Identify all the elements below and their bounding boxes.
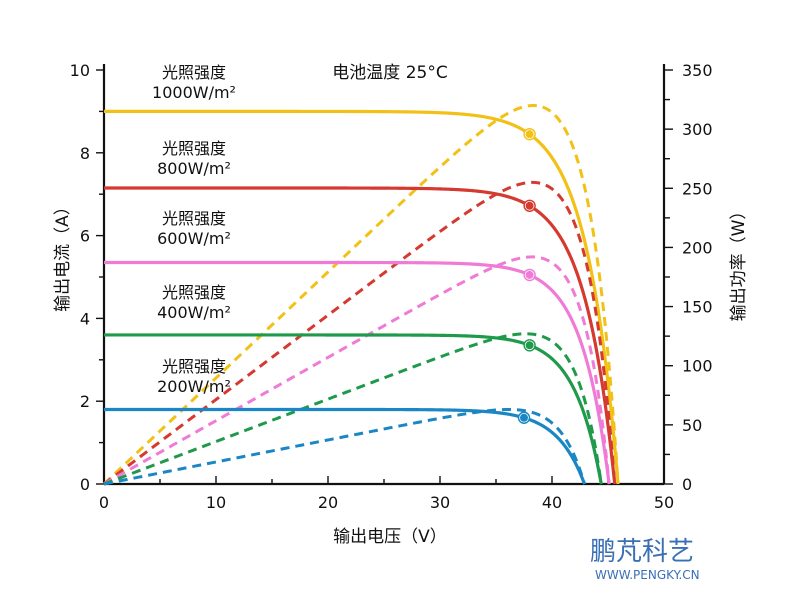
- x-tick-label: 30: [430, 493, 450, 512]
- y-left-tick-label: 6: [80, 227, 90, 246]
- mpp-marker: [524, 129, 535, 140]
- watermark-url: WWW.PENGKY.CN: [595, 568, 700, 582]
- y-right-axis-title: 输出功率（W）: [729, 203, 749, 322]
- mpp-marker-ring: [517, 411, 531, 424]
- mpp-marker: [524, 340, 535, 351]
- mpp-marker-ring: [523, 199, 536, 212]
- mpp-marker: [524, 200, 535, 211]
- curve-label-line2: 1000W/m²: [152, 83, 236, 102]
- y-right-tick-label: 300: [682, 120, 713, 139]
- curve-label-line1: 光照强度: [162, 209, 226, 228]
- mpp-marker: [524, 269, 535, 280]
- curve-label-line1: 光照强度: [162, 357, 226, 376]
- x-tick-label: 40: [542, 493, 562, 512]
- mpp-markers: [517, 127, 536, 424]
- y-right-tick-label: 250: [682, 179, 713, 198]
- y-left-tick-label: 10: [70, 61, 90, 80]
- y-left-tick-label: 8: [80, 144, 90, 163]
- curve-label-line2: 600W/m²: [157, 229, 231, 248]
- y-right-tick-label: 0: [682, 475, 692, 494]
- curve-label-line1: 光照强度: [162, 139, 226, 158]
- current-curve: [104, 333, 603, 485]
- power-curve: [103, 255, 611, 486]
- y-left-tick-label: 4: [80, 309, 90, 328]
- curve-labels: 光照强度1000W/m²光照强度800W/m²光照强度600W/m²光照强度40…: [152, 63, 236, 396]
- mpp-marker-ring: [523, 339, 536, 352]
- curve-label-line1: 光照强度: [162, 63, 226, 82]
- curve-label-line2: 200W/m²: [157, 377, 231, 396]
- x-axis-title: 输出电压（V）: [333, 527, 447, 547]
- y-right-tick-label: 100: [682, 357, 713, 376]
- curve-label-line2: 800W/m²: [157, 159, 231, 178]
- curve-label-line1: 光照强度: [162, 283, 226, 302]
- x-tick-label: 10: [206, 493, 226, 512]
- y-left-axis-title: 输出电流（A）: [53, 198, 73, 312]
- y-right-tick-label: 200: [682, 238, 713, 257]
- power-curve: [103, 407, 586, 486]
- chart-title: 电池温度 25°C: [332, 63, 447, 83]
- x-tick-label: 50: [654, 493, 674, 512]
- y-right-tick-label: 150: [682, 298, 713, 317]
- power-curve: [103, 180, 617, 486]
- mpp-marker-ring: [523, 268, 536, 282]
- power-curve: [102, 103, 620, 486]
- y-right-tick-label: 350: [682, 61, 713, 80]
- mpp-marker: [519, 412, 529, 423]
- y-right-tick-label: 50: [682, 416, 702, 435]
- x-tick-label: 0: [99, 493, 109, 512]
- watermark-name: 鹏芃科艺: [590, 537, 694, 567]
- y-left-tick-label: 2: [80, 392, 90, 411]
- x-tick-label: 20: [318, 493, 338, 512]
- current-curve: [104, 407, 586, 485]
- y-left-tick-label: 0: [80, 475, 90, 494]
- mpp-marker-ring: [523, 127, 536, 141]
- power-curve: [103, 332, 603, 486]
- curve-label-line2: 400W/m²: [157, 303, 231, 322]
